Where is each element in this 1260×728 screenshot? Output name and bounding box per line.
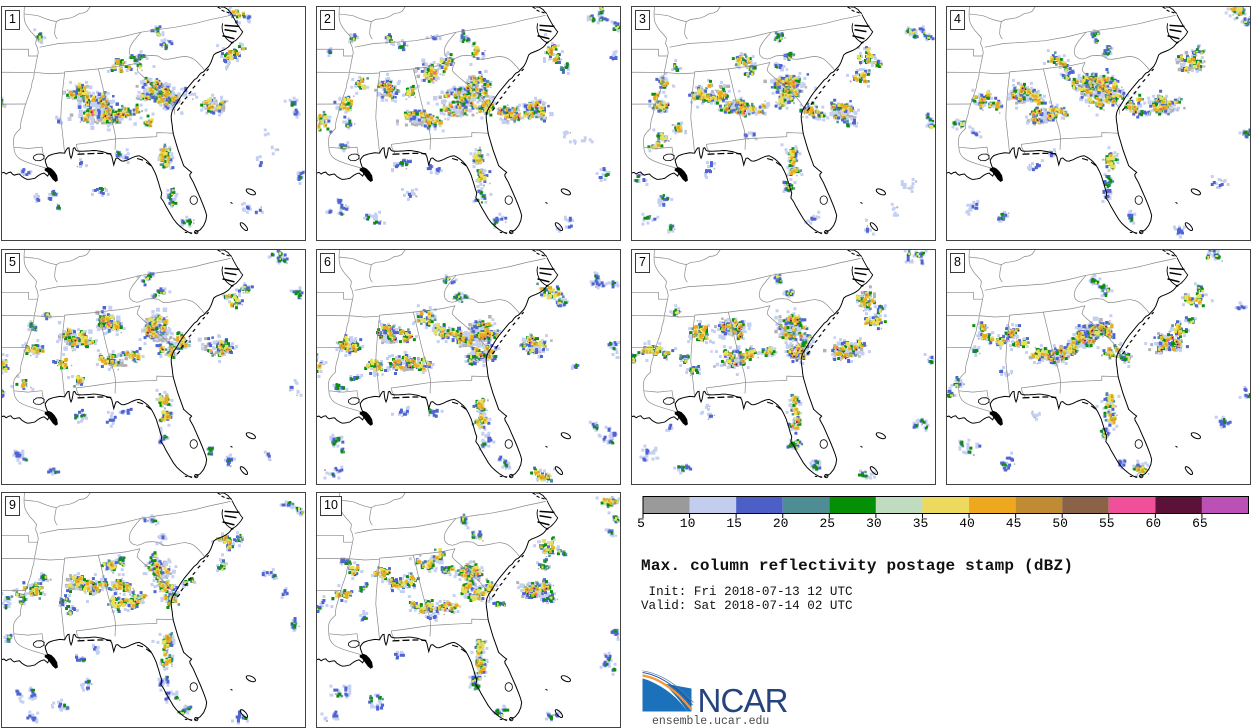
svg-text:NCAR: NCAR: [698, 682, 789, 715]
